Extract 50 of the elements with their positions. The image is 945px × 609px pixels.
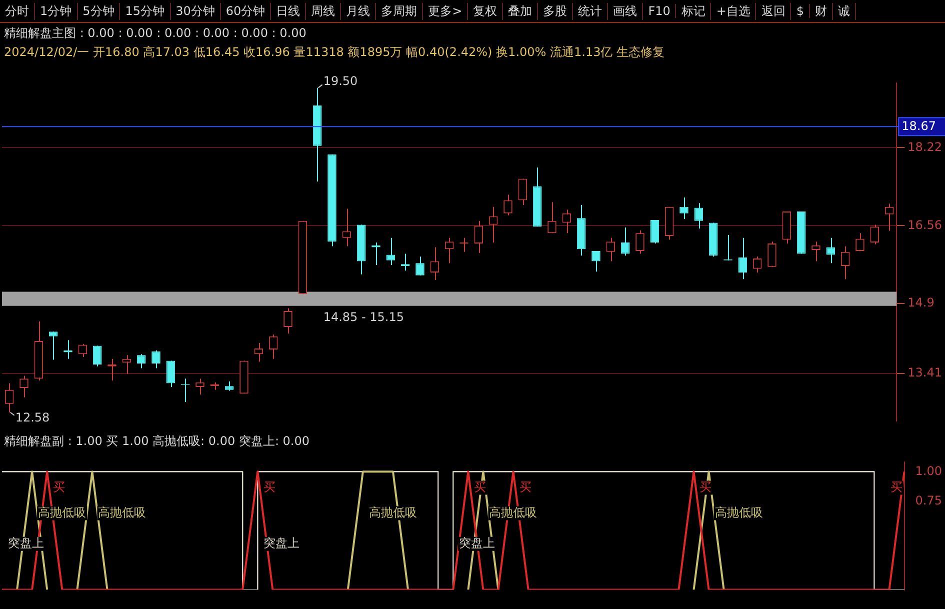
y-tick-label: 14.9 xyxy=(908,296,934,310)
text: 叠加 xyxy=(503,2,538,20)
text: 买 xyxy=(519,480,532,494)
text: 买 xyxy=(474,480,486,494)
text: 分时 xyxy=(0,2,35,20)
series-label: 突盘上 xyxy=(264,536,300,550)
text: 突盘上 xyxy=(459,536,496,550)
text: 15分钟 xyxy=(120,2,171,20)
text: 高抛低吸 xyxy=(368,505,417,520)
text: 周线 xyxy=(306,2,342,20)
text: 返回 xyxy=(756,2,792,20)
text: 30分钟 xyxy=(170,2,221,20)
text: 买 xyxy=(264,480,276,494)
chart-title: 精细解盘主图 : 0.00 : 0.00 : 0.00 : 0.00 : 0.00 : 0.00 xyxy=(3,25,308,42)
y-tick-label: 18.22 xyxy=(908,140,942,154)
ref-line-label: 18.67 xyxy=(902,118,936,133)
text: 标记 xyxy=(676,2,712,20)
text: 复权 xyxy=(468,2,504,20)
text: F10 xyxy=(643,4,676,18)
text: 高抛低吸 xyxy=(489,505,538,520)
text: 统计 xyxy=(573,2,608,20)
y-tick-label: 0.75 xyxy=(915,493,942,508)
chart-subtitle: 2024/12/02/一 开16.80 高17.03 低16.45 收16.96 量11318 额1895万 幅0.40(2.42%) 换1.00% 流通1.13亿 生态修复 xyxy=(3,44,666,61)
text: 多股 xyxy=(538,2,574,20)
text: 突盘上 xyxy=(8,536,44,550)
chart-title: 精细解盘副 : 1.00 买 1.00 高抛低吸: 0.00 突盘上: 0.00 xyxy=(3,433,311,450)
text: 多周期 xyxy=(376,2,424,20)
annotation: 19.50 xyxy=(323,74,358,88)
text: 更多> xyxy=(423,2,468,20)
text: 财 xyxy=(810,2,834,20)
annotation: 12.58 xyxy=(15,410,50,424)
text: 画线 xyxy=(608,2,644,20)
text: 1分钟 xyxy=(35,2,78,20)
text: $ xyxy=(791,4,810,18)
series-label: 高抛低吸 xyxy=(98,505,146,520)
y-tick-label: 16.56 xyxy=(908,218,942,232)
text: 高抛低吸 xyxy=(38,505,86,520)
text: 5分钟 xyxy=(78,2,120,20)
text: 日线 xyxy=(271,2,306,20)
series-label: 买 xyxy=(890,480,902,494)
text: +自选 xyxy=(711,2,756,20)
y-tick-label: 13.41 xyxy=(908,366,942,380)
text: 月线 xyxy=(341,2,376,20)
text: 买 xyxy=(53,480,66,494)
text: 买 xyxy=(700,480,712,494)
text: 高抛低吸 xyxy=(714,505,763,520)
band-label: 14.85 - 15.15 xyxy=(323,310,404,324)
y-tick-label: 1.00 xyxy=(915,464,942,478)
text: 诚 xyxy=(833,2,856,20)
text: 60分钟 xyxy=(220,2,272,20)
